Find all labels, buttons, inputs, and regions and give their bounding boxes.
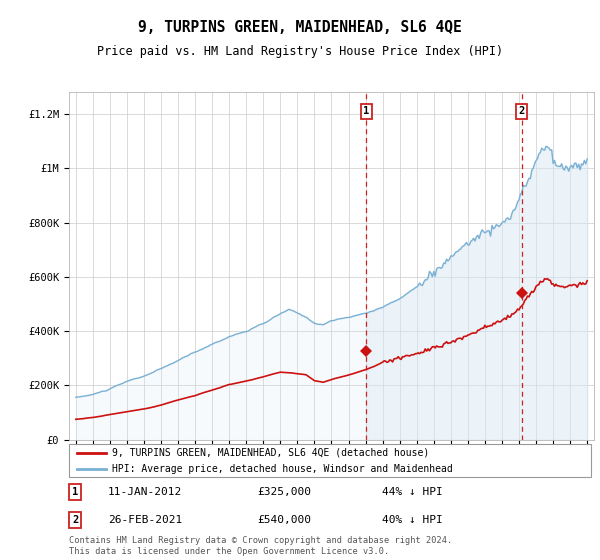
Text: 9, TURPINS GREEN, MAIDENHEAD, SL6 4QE (detached house): 9, TURPINS GREEN, MAIDENHEAD, SL6 4QE (d… bbox=[112, 447, 429, 458]
Text: £540,000: £540,000 bbox=[257, 515, 311, 525]
Text: 9, TURPINS GREEN, MAIDENHEAD, SL6 4QE: 9, TURPINS GREEN, MAIDENHEAD, SL6 4QE bbox=[138, 20, 462, 35]
Text: 1: 1 bbox=[363, 106, 370, 116]
Text: 40% ↓ HPI: 40% ↓ HPI bbox=[382, 515, 443, 525]
Text: Contains HM Land Registry data © Crown copyright and database right 2024.
This d: Contains HM Land Registry data © Crown c… bbox=[69, 536, 452, 556]
Text: £325,000: £325,000 bbox=[257, 487, 311, 497]
Text: Price paid vs. HM Land Registry's House Price Index (HPI): Price paid vs. HM Land Registry's House … bbox=[97, 45, 503, 58]
Text: 44% ↓ HPI: 44% ↓ HPI bbox=[382, 487, 443, 497]
Text: 11-JAN-2012: 11-JAN-2012 bbox=[108, 487, 182, 497]
Text: 26-FEB-2021: 26-FEB-2021 bbox=[108, 515, 182, 525]
Text: 2: 2 bbox=[72, 515, 79, 525]
Text: 2: 2 bbox=[518, 106, 524, 116]
Text: 1: 1 bbox=[72, 487, 79, 497]
Text: HPI: Average price, detached house, Windsor and Maidenhead: HPI: Average price, detached house, Wind… bbox=[112, 464, 452, 474]
